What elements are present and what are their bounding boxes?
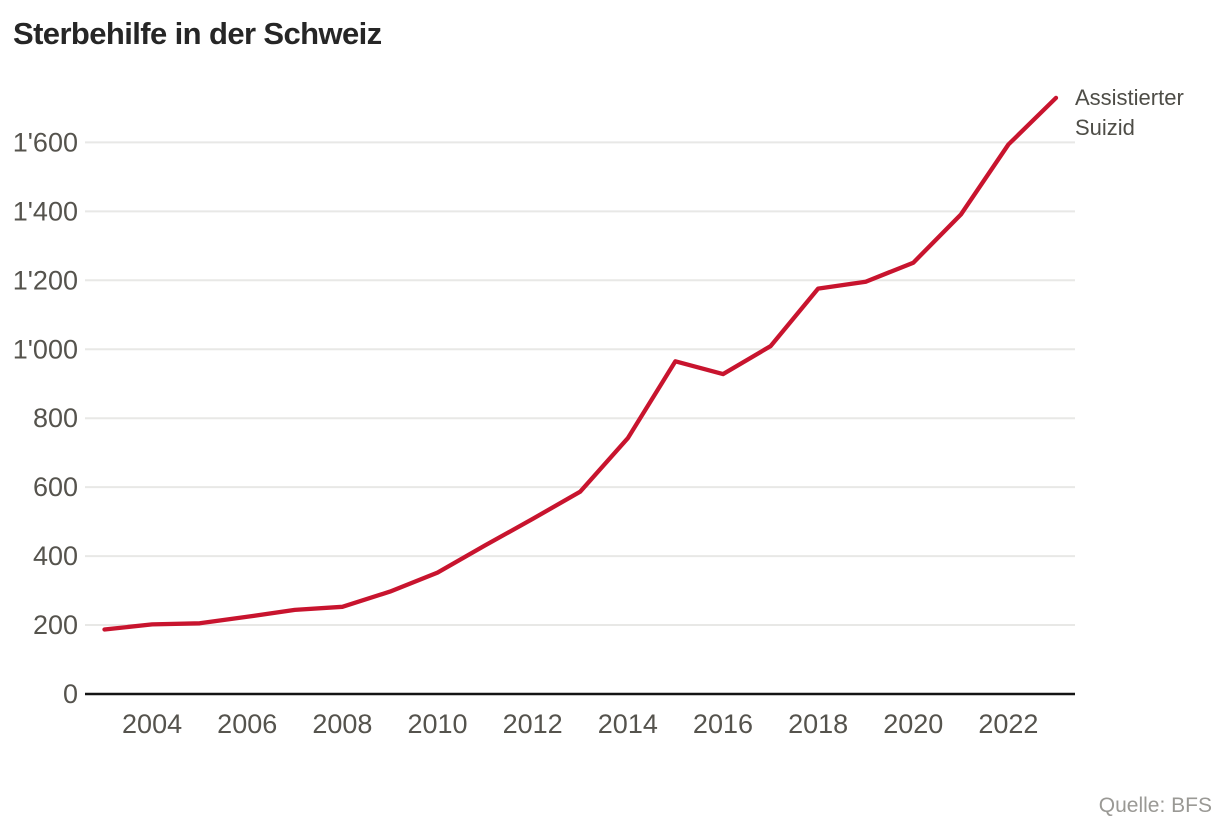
y-tick-label: 0 (63, 679, 78, 709)
gridlines (85, 141, 1075, 627)
y-axis-labels: 0 200 400 600 800 1'000 1'200 1'400 1'600 (13, 127, 78, 709)
x-tick-label: 2014 (598, 709, 658, 739)
y-tick-label: 200 (33, 610, 78, 640)
x-tick-label: 2004 (122, 709, 182, 739)
y-tick-label: 400 (33, 541, 78, 571)
data-line-assistierter-suizid (102, 95, 1059, 632)
x-tick-label: 2016 (693, 709, 753, 739)
y-tick-label: 1'600 (13, 127, 78, 157)
x-tick-label: 2006 (217, 709, 277, 739)
y-tick-label: 1'200 (13, 265, 78, 295)
y-tick-label: 600 (33, 472, 78, 502)
x-tick-label: 2020 (883, 709, 943, 739)
series-label-assistierter-suizid: Assistierter Suizid (1075, 85, 1184, 140)
x-tick-label: 2012 (503, 709, 563, 739)
x-tick-label: 2008 (312, 709, 372, 739)
x-tick-label: 2022 (978, 709, 1038, 739)
y-tick-label: 1'000 (13, 334, 78, 364)
y-tick-label: 800 (33, 403, 78, 433)
y-tick-label: 1'400 (13, 196, 78, 226)
source-note: Quelle: BFS (1098, 794, 1212, 817)
x-tick-label: 2010 (407, 709, 467, 739)
chart-title: Sterbehilfe in der Schweiz (13, 16, 382, 51)
x-tick-label: 2018 (788, 709, 848, 739)
x-axis-labels: 2004 2006 2008 2010 2012 2014 2016 2018 2020 2022 (122, 709, 1038, 739)
